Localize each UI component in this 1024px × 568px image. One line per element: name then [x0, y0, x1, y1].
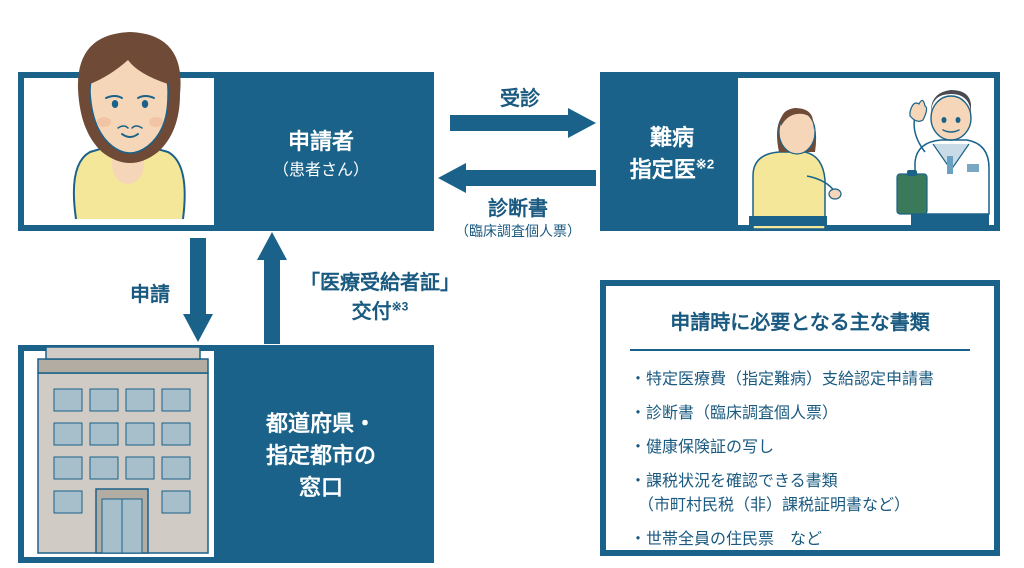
arrow-from-office-line2: 交付※3	[290, 295, 470, 324]
arrow-label-from-office: 「医療受給者証」 交付※3	[290, 266, 470, 324]
arrow-label-to-doctor: 受診	[450, 82, 590, 111]
arrow-label-from-doctor: 診断書 （臨床調査個人票）	[438, 192, 598, 241]
arrow-from-office-line1: 「医療受給者証」	[290, 266, 470, 295]
arrow-from-doctor-sub: （臨床調査個人票）	[438, 221, 598, 241]
arrow-label-to-office: 申請	[120, 278, 180, 307]
arrow-from-doctor-main: 診断書	[438, 192, 598, 221]
